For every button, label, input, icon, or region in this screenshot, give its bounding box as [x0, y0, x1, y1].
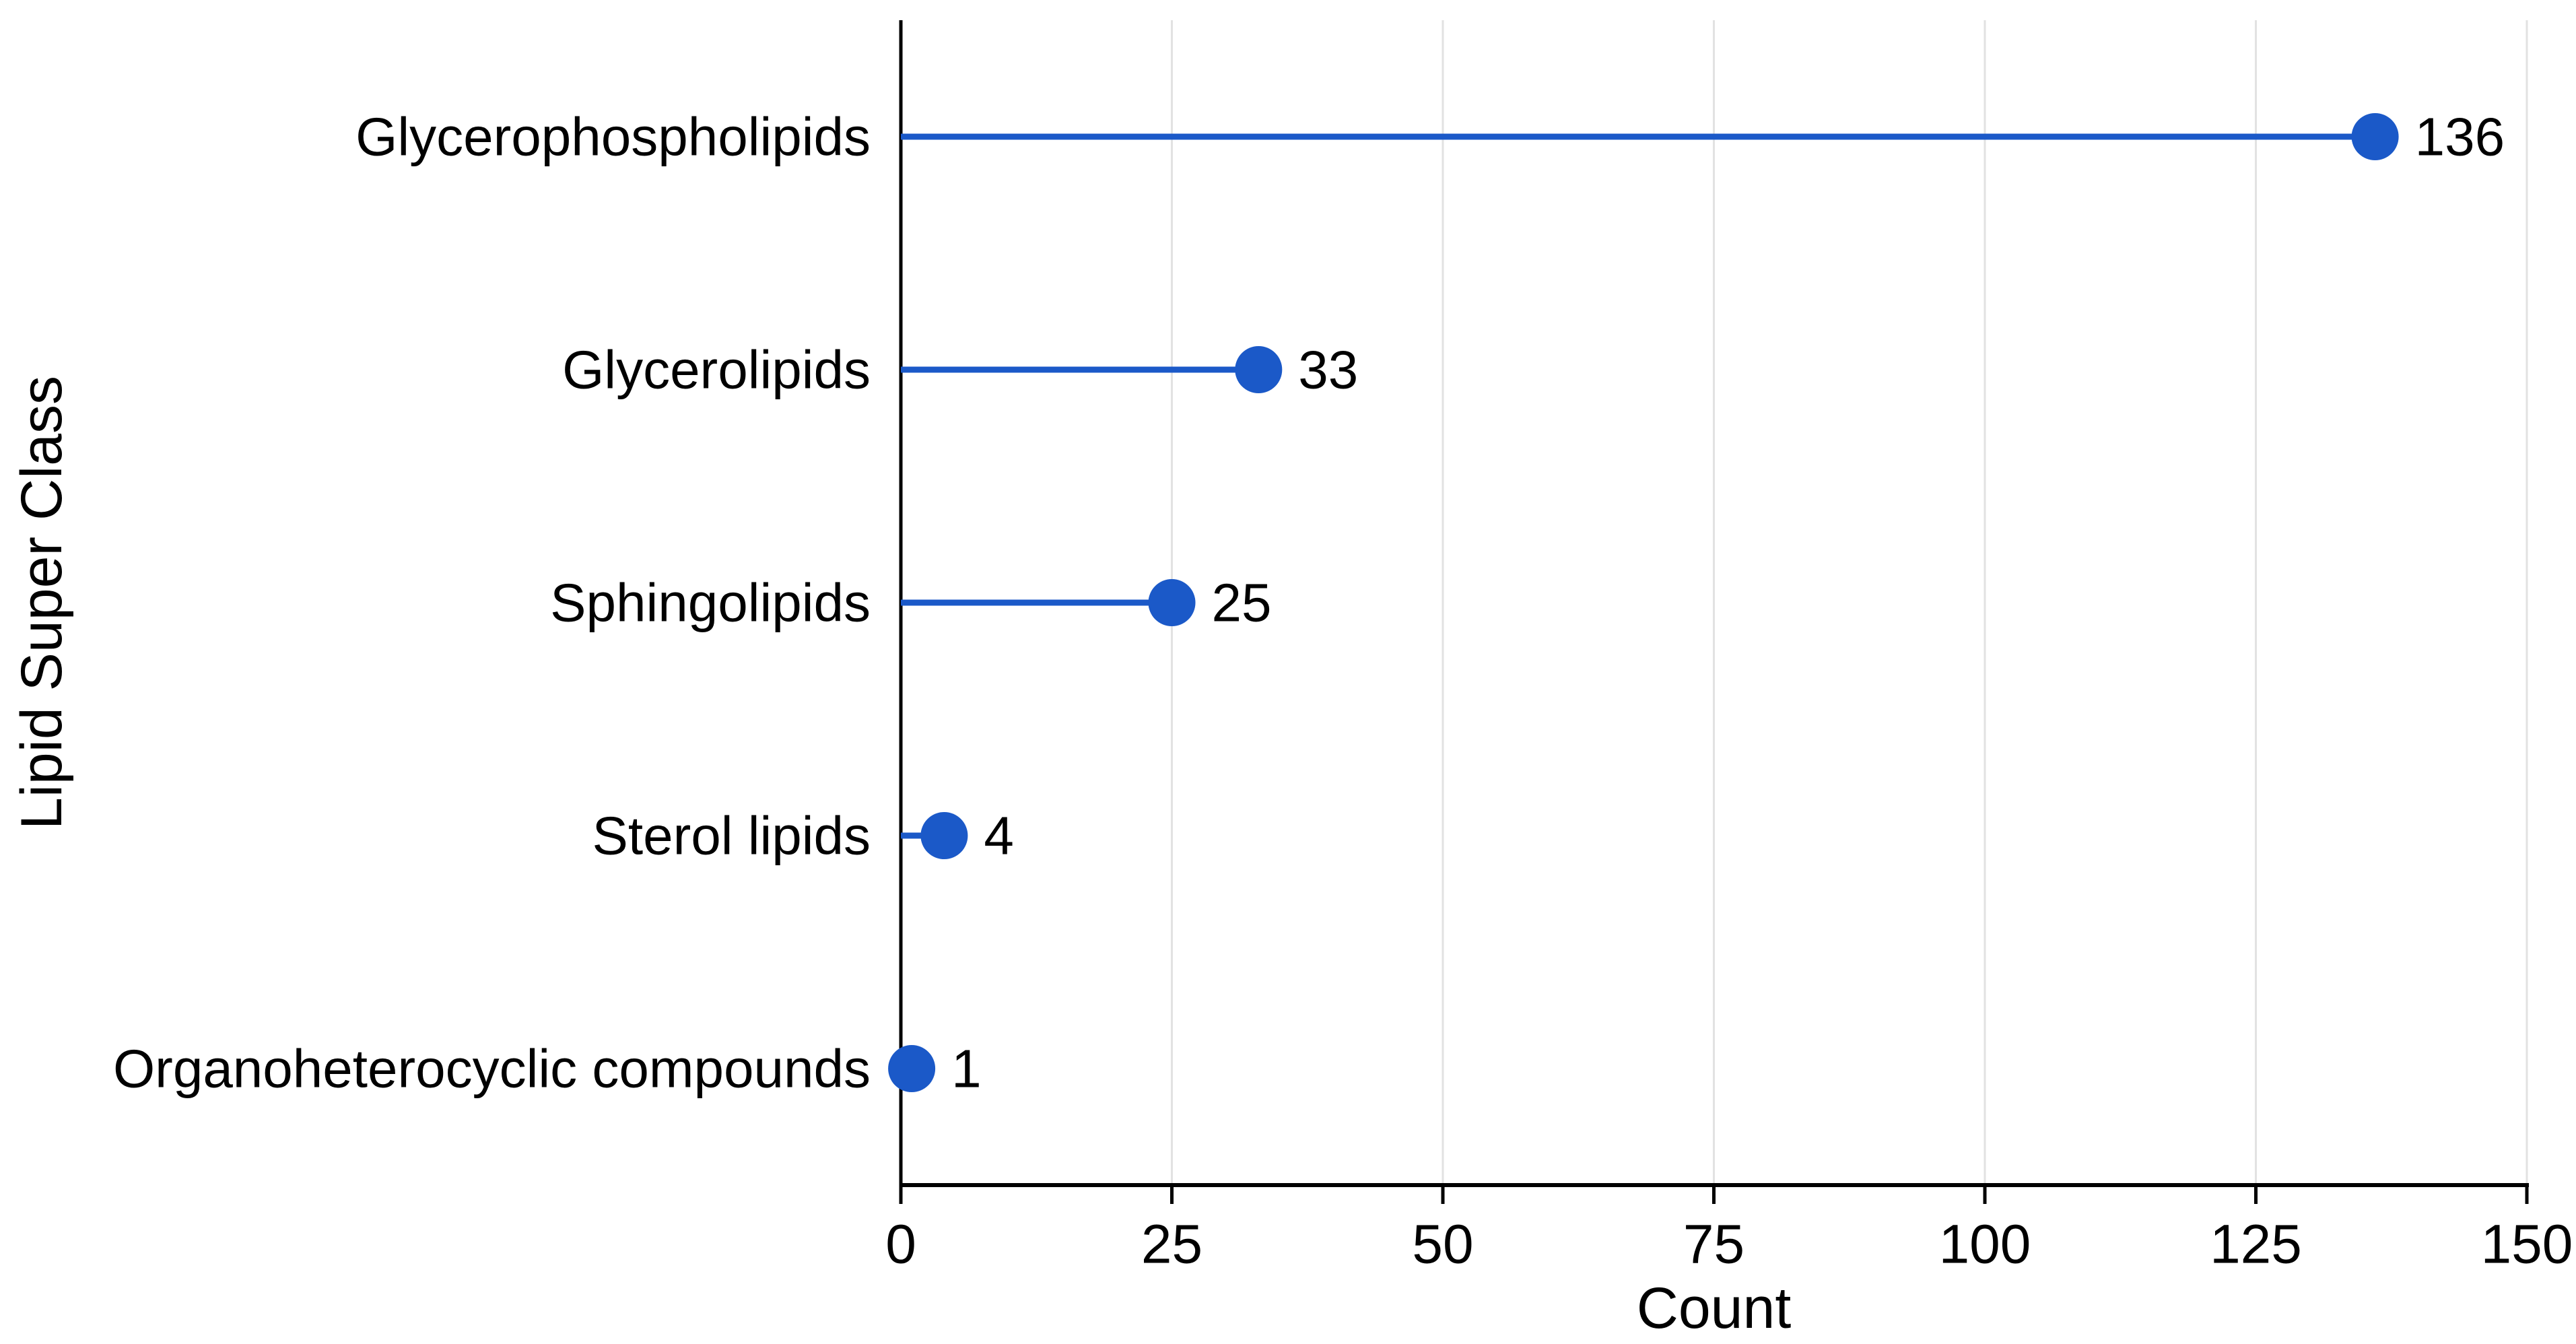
gridlines	[900, 20, 2528, 1185]
x-tick-label: 100	[1939, 1214, 2031, 1275]
value-label: 1	[951, 1039, 982, 1099]
value-label: 25	[1212, 573, 1272, 633]
lollipop-series: 136 33 25 4 1	[888, 107, 2505, 1099]
category-labels: Glycerophospholipids Glycerolipids Sphingo…	[113, 107, 871, 1099]
x-tick-label: 150	[2481, 1214, 2573, 1275]
x-tick-label: 125	[2210, 1214, 2302, 1275]
category-label: Glycerolipids	[562, 340, 871, 400]
x-ticks: 0 25 50 75 100 125 150	[885, 1185, 2573, 1275]
x-axis-title: Count	[1637, 1276, 1792, 1341]
x-tick-label: 75	[1683, 1214, 1744, 1275]
lollipop-dot	[2351, 113, 2399, 160]
value-label: 33	[1298, 340, 1358, 400]
x-tick-label: 50	[1412, 1214, 1473, 1275]
category-label: Sterol lipids	[592, 806, 871, 866]
x-tick-label: 25	[1141, 1214, 1202, 1275]
lollipop-dot	[920, 812, 968, 859]
category-label: Glycerophospholipids	[355, 107, 871, 167]
category-label: Sphingolipids	[550, 573, 871, 633]
category-label: Organoheterocyclic compounds	[113, 1039, 871, 1099]
lollipop-dot	[1148, 579, 1196, 626]
x-tick-label: 0	[885, 1214, 916, 1275]
lollipop-dot	[1235, 346, 1283, 393]
value-label: 136	[2415, 107, 2505, 167]
lollipop-dot	[888, 1045, 936, 1092]
value-label: 4	[984, 806, 1014, 866]
y-axis-title: Lipid Super Class	[9, 376, 74, 830]
